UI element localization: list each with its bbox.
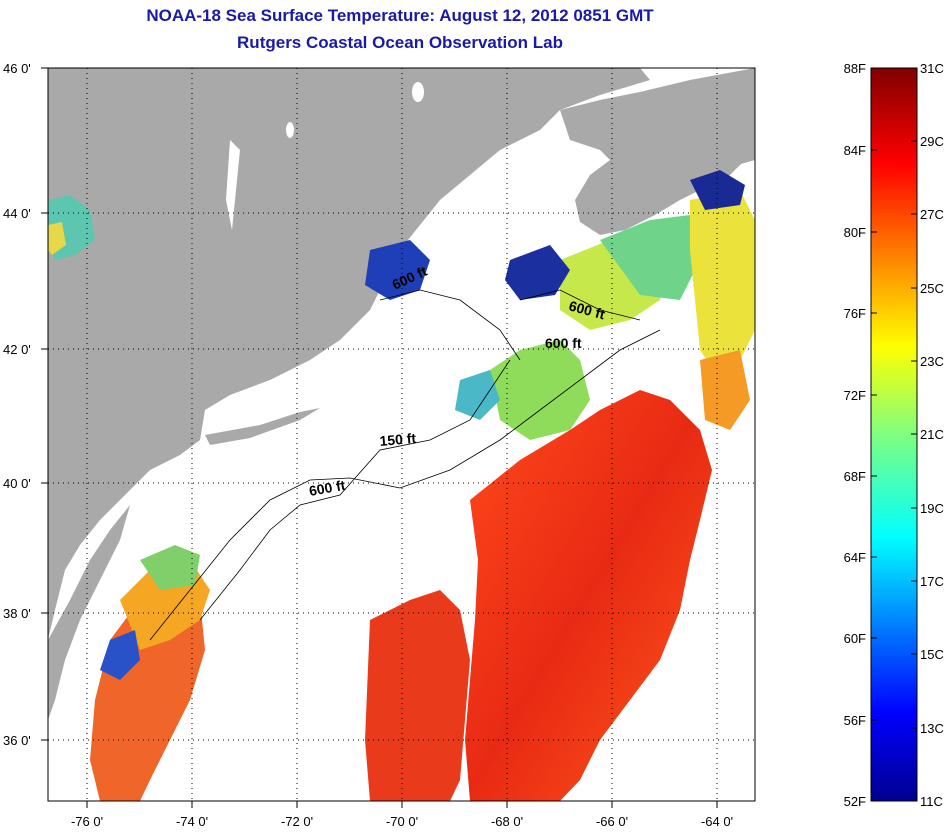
contour-label: 600 ft: [308, 477, 347, 499]
colorbar-c-label: 23C: [920, 354, 944, 369]
colorbar-f-label: 80F: [844, 225, 866, 240]
bathymetry-contours: [149, 289, 661, 641]
sst-dark-east: [690, 170, 745, 210]
lon-label: -64 0': [701, 814, 733, 829]
colorbar-ticks: [871, 67, 917, 729]
lat-label: 38 0': [3, 606, 31, 621]
contour-label: 150 ft: [379, 430, 417, 449]
lat-label: 44 0': [3, 206, 31, 221]
colorbar-f-label: 72F: [844, 388, 866, 403]
map-subtitle: Rutgers Coastal Ocean Observation Lab: [237, 33, 563, 52]
sst-blue-coast: [100, 630, 140, 680]
colorbar-f-label: 84F: [844, 143, 866, 158]
colorbar-f-label: 88F: [844, 61, 866, 76]
sst-yellow-east: [690, 190, 755, 380]
colorbar-c-label: 21C: [920, 427, 944, 442]
lon-label: -72 0': [281, 814, 313, 829]
sst-blue-gulfmaine: [365, 240, 430, 300]
colorbar-f-label: 60F: [844, 631, 866, 646]
lon-label: -70 0': [386, 814, 418, 829]
colorbar-f-label: 64F: [844, 550, 866, 565]
axis-ticks: [41, 67, 718, 808]
colorbar-c-label: 25C: [920, 281, 944, 296]
lon-label: -68 0': [491, 814, 523, 829]
colorbar-c-label: 19C: [920, 501, 944, 516]
lon-label: -66 0': [596, 814, 628, 829]
colorbar-f-label: 76F: [844, 306, 866, 321]
lake-champlain: [226, 140, 240, 230]
lat-label: 42 0': [3, 342, 31, 357]
lon-label: -74 0': [176, 814, 208, 829]
sst-warm-southwest: [365, 590, 470, 801]
sst-blue-bay: [505, 245, 570, 300]
colorbar-c-label: 13C: [920, 721, 944, 736]
map-title: NOAA-18 Sea Surface Temperature: August …: [146, 6, 654, 25]
lat-label: 46 0': [3, 61, 31, 76]
land-mainland: [48, 68, 650, 640]
sst-warm-offshore: [465, 390, 712, 801]
land-newfoundland: [690, 68, 755, 170]
lat-label: 36 0': [3, 733, 31, 748]
sst-cyan-gulfmaine: [455, 370, 500, 420]
lat-label: 40 0': [3, 476, 31, 491]
colorbar-c-label: 15C: [920, 647, 944, 662]
colorbar-c-label: 27C: [920, 207, 944, 222]
lake-patch: [286, 122, 294, 138]
colorbar-f-label: 68F: [844, 469, 866, 484]
contour-label: 600 ft: [545, 335, 582, 351]
colorbar-c-label: 11C: [920, 794, 943, 809]
grid-lines: [48, 68, 755, 801]
lake-patch: [412, 82, 424, 102]
colorbar-f-label: 56F: [844, 713, 866, 728]
colorbar-c-label: 31C: [920, 61, 944, 76]
land-long-island: [205, 408, 320, 445]
colorbar-c-label: 29C: [920, 134, 944, 149]
land-delmarva: [48, 505, 130, 720]
lon-label: -76 0': [71, 814, 103, 829]
sst-green-scotian: [600, 215, 700, 300]
sst-green-gulfmaine: [490, 340, 590, 440]
sst-yellow-northwest: [48, 222, 66, 255]
sst-green-coast: [140, 545, 200, 590]
colorbar-f-label: 52F: [844, 794, 866, 809]
sst-orange-east: [700, 350, 750, 430]
colorbar-c-label: 17C: [920, 574, 944, 589]
colorbar: [870, 67, 918, 802]
